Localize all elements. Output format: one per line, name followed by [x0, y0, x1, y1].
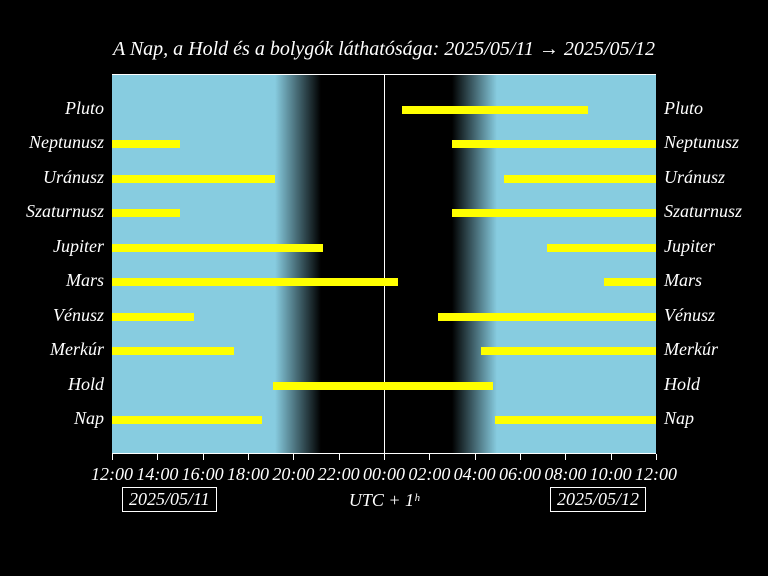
x-tick-label: 08:00 [544, 464, 586, 485]
body-label-left: Szaturnusz [0, 201, 104, 222]
x-tick-label: 14:00 [136, 464, 178, 485]
body-label-right: Merkúr [664, 339, 718, 360]
body-label-right: Nap [664, 408, 694, 429]
body-label-right: Hold [664, 374, 700, 395]
visibility-bar [112, 209, 180, 217]
visibility-bar [273, 382, 493, 390]
body-label-left: Jupiter [0, 236, 104, 257]
visibility-bar [112, 347, 234, 355]
x-tick-label: 18:00 [227, 464, 269, 485]
visibility-bar [547, 244, 656, 252]
body-label-right: Uránusz [664, 167, 725, 188]
x-tick-label: 22:00 [318, 464, 360, 485]
visibility-bar [495, 416, 656, 424]
visibility-bar [112, 244, 323, 252]
body-label-left: Uránusz [0, 167, 104, 188]
visibility-bar [112, 175, 275, 183]
body-label-right: Jupiter [664, 236, 715, 257]
visibility-chart [112, 74, 656, 454]
body-label-left: Pluto [0, 98, 104, 119]
visibility-bar [438, 313, 656, 321]
x-axis-label: UTC + 1ʰ [349, 490, 419, 511]
visibility-bar [112, 313, 194, 321]
visibility-bar [452, 140, 656, 148]
x-tick-label: 12:00 [91, 464, 133, 485]
visibility-bar [504, 175, 656, 183]
visibility-bar [112, 278, 398, 286]
body-label-left: Hold [0, 374, 104, 395]
x-tick-label: 20:00 [272, 464, 314, 485]
visibility-bar [112, 416, 262, 424]
body-label-right: Szaturnusz [664, 201, 742, 222]
x-tick-label: 06:00 [499, 464, 541, 485]
body-label-left: Neptunusz [0, 132, 104, 153]
x-tick-label: 10:00 [590, 464, 632, 485]
start-date-box: 2025/05/11 [122, 487, 217, 512]
visibility-bar [452, 209, 656, 217]
end-date-box: 2025/05/12 [550, 487, 646, 512]
x-tick-label: 04:00 [454, 464, 496, 485]
x-tick-label: 12:00 [635, 464, 677, 485]
x-tick-label: 00:00 [363, 464, 405, 485]
body-label-right: Mars [664, 270, 702, 291]
x-tick-label: 02:00 [408, 464, 450, 485]
body-label-left: Merkúr [0, 339, 104, 360]
visibility-bar [112, 140, 180, 148]
visibility-bar [604, 278, 656, 286]
x-tick-label: 16:00 [182, 464, 224, 485]
body-label-left: Nap [0, 408, 104, 429]
body-label-right: Vénusz [664, 305, 715, 326]
chart-title: A Nap, a Hold és a bolygók láthatósága: … [0, 38, 768, 61]
body-label-right: Neptunusz [664, 132, 739, 153]
visibility-bar [402, 106, 588, 114]
body-label-left: Mars [0, 270, 104, 291]
body-label-left: Vénusz [0, 305, 104, 326]
body-label-right: Pluto [664, 98, 703, 119]
visibility-bar [481, 347, 656, 355]
